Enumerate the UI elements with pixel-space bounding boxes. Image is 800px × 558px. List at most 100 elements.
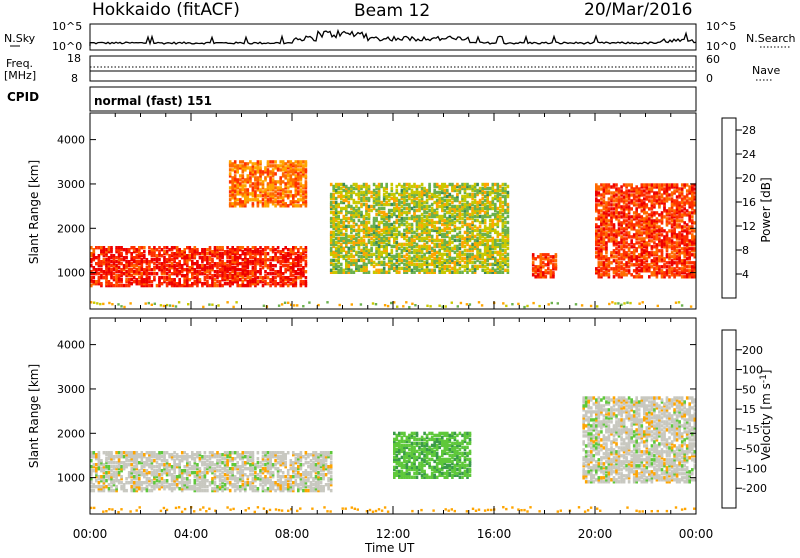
data-cell: [610, 251, 613, 254]
data-cell: [464, 249, 467, 252]
data-cell: [643, 189, 646, 192]
data-cell: [113, 284, 116, 287]
data-cell: [413, 271, 416, 274]
data-cell: [438, 205, 441, 208]
data-cell: [398, 263, 401, 266]
data-cell: [446, 185, 449, 188]
data-cell: [474, 183, 477, 186]
data-cell: [421, 217, 424, 220]
data-cell: [615, 183, 618, 186]
data-cell: [401, 205, 404, 208]
data-cell: [671, 229, 674, 232]
data-cell: [176, 268, 179, 271]
data-cell: [123, 248, 126, 251]
data-cell: [264, 166, 267, 169]
data-cell: [274, 180, 277, 183]
data-cell: [120, 284, 123, 287]
data-cell: [277, 246, 280, 249]
data-cell: [635, 241, 638, 244]
data-cell: [444, 199, 447, 202]
data-cell: [638, 259, 641, 262]
data-cell: [249, 160, 252, 163]
data-cell: [620, 197, 623, 200]
data-cell: [618, 261, 621, 264]
data-cell: [269, 272, 272, 275]
data-cell: [633, 201, 636, 204]
data-cell: [335, 183, 338, 186]
data-cell: [423, 237, 426, 240]
data-cell: [274, 186, 277, 189]
data-cell: [305, 168, 308, 171]
data-cell: [605, 255, 608, 258]
data-cell: [484, 269, 487, 272]
data-cell: [284, 264, 287, 267]
data-cell: [651, 219, 654, 222]
data-cell: [284, 202, 287, 205]
data-cell: [678, 241, 681, 244]
data-cell: [95, 262, 98, 265]
data-cell: [499, 197, 502, 200]
data-cell: [229, 186, 232, 189]
data-cell: [492, 267, 495, 270]
data-cell: [224, 250, 227, 253]
data-cell: [459, 267, 462, 270]
data-cell: [691, 261, 694, 264]
data-cell: [598, 233, 601, 236]
data-cell: [138, 260, 141, 263]
data-cell: [633, 249, 636, 252]
data-cell: [295, 276, 298, 279]
data-cell: [393, 245, 396, 248]
cpid-label: CPID: [7, 90, 39, 104]
data-cell: [507, 269, 510, 272]
data-cell: [290, 194, 293, 197]
data-cell: [610, 203, 613, 206]
data-cell: [489, 269, 492, 272]
data-cell: [378, 183, 381, 186]
data-cell: [486, 271, 489, 274]
data-cell: [297, 172, 300, 175]
data-cell: [332, 193, 335, 196]
data-cell: [353, 255, 356, 258]
data-cell: [688, 265, 691, 268]
data-cell: [373, 189, 376, 192]
data-cell: [507, 227, 510, 230]
data-cell: [438, 239, 441, 242]
data-cell: [257, 194, 260, 197]
data-cell: [300, 264, 303, 267]
data-cell: [603, 199, 606, 202]
data-cell: [502, 213, 505, 216]
data-cell: [282, 196, 285, 199]
data-cell: [345, 251, 348, 254]
data-cell: [464, 231, 467, 234]
data-cell: [158, 250, 161, 253]
data-cell: [388, 223, 391, 226]
data-cell: [93, 276, 96, 279]
data-cell: [388, 257, 391, 260]
data-cell: [433, 249, 436, 252]
data-cell: [128, 260, 131, 263]
data-cell: [252, 182, 255, 185]
data-cell: [239, 178, 242, 181]
data-cell: [274, 172, 277, 175]
data-cell: [681, 187, 684, 190]
data-cell: [234, 194, 237, 197]
data-cell: [681, 209, 684, 212]
data-cell: [461, 257, 464, 260]
data-cell: [641, 237, 644, 240]
data-cell: [428, 269, 431, 272]
data-cell: [454, 239, 457, 242]
data-cell: [441, 183, 444, 186]
data-cell: [431, 203, 434, 206]
data-cell: [547, 257, 550, 260]
data-cell: [598, 191, 601, 194]
data-cell: [269, 248, 272, 251]
data-cell: [635, 207, 638, 210]
data-cell: [615, 265, 618, 268]
ground-scatter-cell: [145, 302, 147, 304]
data-cell: [292, 168, 295, 171]
data-cell: [411, 269, 414, 272]
data-cell: [254, 176, 257, 179]
data-cell: [436, 265, 439, 268]
data-cell: [648, 199, 651, 202]
